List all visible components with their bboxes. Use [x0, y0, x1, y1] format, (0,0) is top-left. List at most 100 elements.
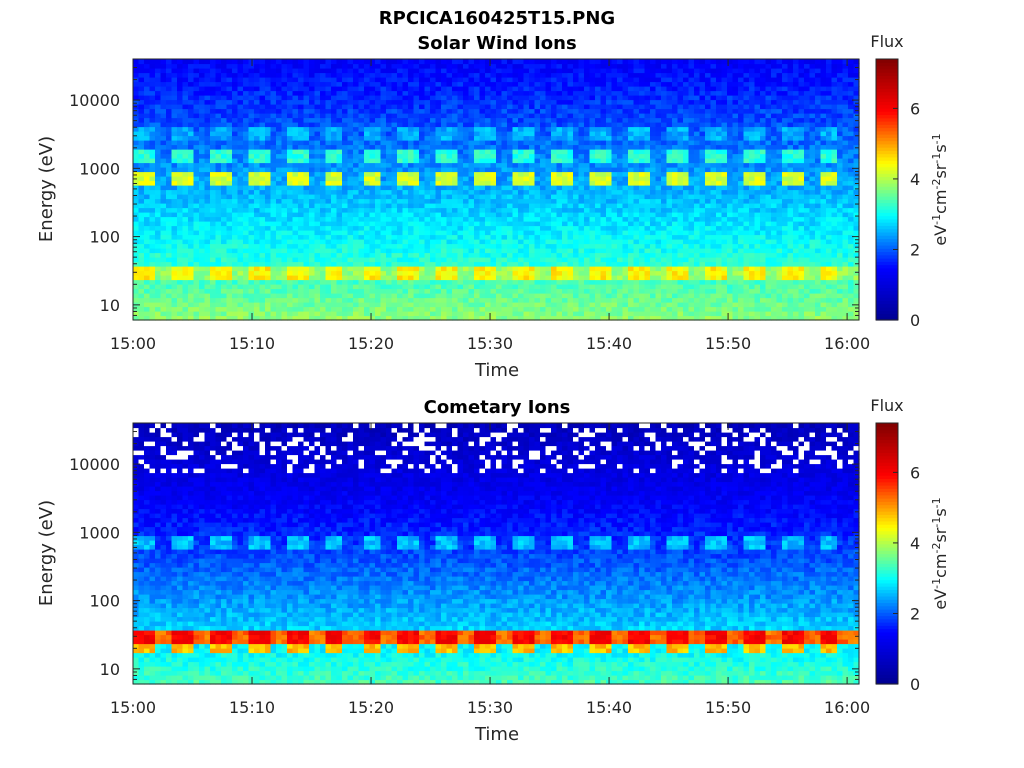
heatmap-cell	[578, 185, 585, 191]
heatmap-cell	[155, 77, 162, 83]
heatmap-cell	[199, 315, 206, 321]
heatmap-cell	[479, 315, 486, 321]
heatmap-cell	[364, 63, 371, 69]
heatmap-cell	[397, 302, 404, 308]
heatmap-cell	[188, 306, 195, 312]
heatmap-cell	[248, 248, 255, 254]
heatmap-cell	[474, 315, 481, 321]
heatmap-cell	[347, 257, 354, 263]
heatmap-cell	[485, 131, 492, 137]
heatmap-cell	[265, 194, 272, 200]
heatmap-cell	[347, 243, 354, 249]
heatmap-cell	[545, 257, 552, 263]
heatmap-cell	[232, 306, 239, 312]
heatmap-cell	[265, 288, 272, 294]
heatmap-cell	[254, 113, 261, 119]
heatmap-cell	[501, 221, 508, 227]
heatmap-cell	[402, 162, 409, 168]
heatmap-cell	[490, 194, 497, 200]
heatmap-cell	[347, 315, 354, 321]
heatmap-cell	[171, 203, 178, 209]
heatmap-cell	[518, 104, 525, 110]
heatmap-cell	[441, 248, 448, 254]
heatmap-cell	[248, 99, 255, 105]
heatmap-cell	[573, 59, 580, 65]
heatmap-cell	[375, 135, 382, 141]
heatmap-cell	[358, 243, 365, 249]
heatmap-cell	[353, 185, 360, 191]
heatmap-cell	[545, 113, 552, 119]
heatmap-cell	[424, 95, 431, 101]
heatmap-cell	[237, 90, 244, 96]
heatmap-cell	[309, 189, 316, 195]
heatmap-cell	[584, 86, 591, 92]
heatmap-cell	[133, 153, 140, 159]
heatmap-cell	[496, 221, 503, 227]
heatmap-cell	[287, 81, 294, 87]
heatmap-cell	[551, 203, 558, 209]
heatmap-cell	[336, 194, 343, 200]
heatmap-cell	[292, 68, 299, 74]
heatmap-cell	[567, 189, 574, 195]
heatmap-cell	[358, 86, 365, 92]
heatmap-cell	[182, 284, 189, 290]
heatmap-cell	[298, 104, 305, 110]
heatmap-cell	[413, 77, 420, 83]
heatmap-cell	[358, 207, 365, 213]
heatmap-cell	[171, 252, 178, 258]
heatmap-cell	[226, 207, 233, 213]
heatmap-cell	[171, 131, 178, 137]
heatmap-cell	[529, 221, 536, 227]
heatmap-cell	[380, 99, 387, 105]
heatmap-cell	[155, 68, 162, 74]
heatmap-cell	[243, 122, 250, 128]
heatmap-cell	[331, 90, 338, 96]
heatmap-cell	[188, 230, 195, 236]
heatmap-cell	[402, 180, 409, 186]
heatmap-cell	[232, 257, 239, 263]
heatmap-cell	[221, 207, 228, 213]
heatmap-cell	[144, 311, 151, 317]
heatmap-cell	[177, 108, 184, 114]
heatmap-cell	[358, 216, 365, 222]
heatmap-cell	[402, 257, 409, 263]
heatmap-cell	[386, 306, 393, 312]
heatmap-cell	[215, 252, 222, 258]
heatmap-cell	[281, 158, 288, 164]
heatmap-cell	[331, 297, 338, 303]
heatmap-cell	[270, 252, 277, 258]
heatmap-cell	[578, 180, 585, 186]
heatmap-cell	[138, 171, 145, 177]
heatmap-cell	[336, 117, 343, 123]
heatmap-cell	[369, 153, 376, 159]
heatmap-cell	[496, 86, 503, 92]
heatmap-cell	[215, 113, 222, 119]
heatmap-cell	[496, 315, 503, 321]
heatmap-cell	[600, 293, 607, 299]
heatmap-cell	[171, 221, 178, 227]
heatmap-cell	[457, 198, 464, 204]
heatmap-cell	[336, 77, 343, 83]
heatmap-cell	[386, 126, 393, 132]
heatmap-cell	[364, 108, 371, 114]
heatmap-cell	[347, 171, 354, 177]
heatmap-cell	[149, 194, 156, 200]
heatmap-cell	[160, 68, 167, 74]
heatmap-cell	[160, 257, 167, 263]
heatmap-cell	[166, 315, 173, 321]
heatmap-cell	[397, 149, 404, 155]
heatmap-cell	[573, 261, 580, 267]
heatmap-cell	[545, 216, 552, 222]
heatmap-cell	[419, 288, 426, 294]
heatmap-cell	[298, 140, 305, 146]
heatmap-cell	[193, 81, 200, 87]
heatmap-cell	[540, 288, 547, 294]
heatmap-cell	[402, 167, 409, 173]
heatmap-cell	[551, 72, 558, 78]
heatmap-cell	[452, 216, 459, 222]
heatmap-cell	[287, 162, 294, 168]
heatmap-cell	[155, 293, 162, 299]
heatmap-cell	[215, 230, 222, 236]
heatmap-cell	[204, 297, 211, 303]
heatmap-cell	[408, 144, 415, 150]
